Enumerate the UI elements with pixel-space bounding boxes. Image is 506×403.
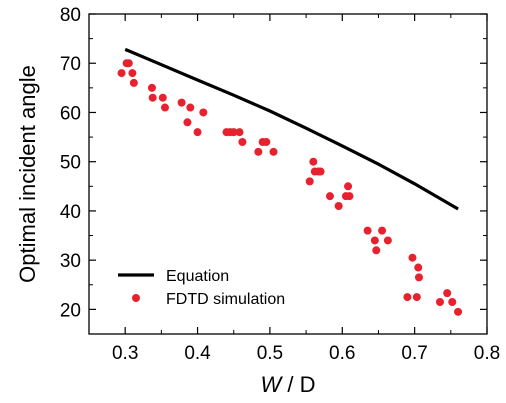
data-point-fdtd <box>408 254 416 262</box>
data-point-fdtd <box>159 94 167 102</box>
data-point-fdtd <box>403 293 411 301</box>
data-point-fdtd <box>436 298 444 306</box>
data-point-fdtd <box>378 227 386 235</box>
x-axis-title: W / D <box>261 372 316 397</box>
x-tick-label: 0.7 <box>401 343 427 364</box>
x-axis: 0.3 0.4 0.5 0.6 0.7 0.8 <box>89 14 500 364</box>
x-tick-label: 0.3 <box>112 343 138 364</box>
data-point-fdtd <box>148 84 156 92</box>
y-tick-label: 30 <box>60 251 81 272</box>
y-tick-label: 20 <box>60 300 81 321</box>
x-tick-label: 0.5 <box>257 343 283 364</box>
data-point-fdtd <box>128 69 136 77</box>
data-point-fdtd <box>413 293 421 301</box>
y-tick-label: 40 <box>60 202 81 223</box>
data-point-fdtd <box>178 99 186 107</box>
data-point-fdtd <box>448 298 456 306</box>
data-point-fdtd <box>414 264 422 272</box>
data-point-fdtd <box>371 236 379 244</box>
y-tick-label: 60 <box>60 103 81 124</box>
data-point-fdtd <box>130 79 138 87</box>
data-point-fdtd <box>326 192 334 200</box>
data-point-fdtd <box>317 168 325 176</box>
x-axis-title-italic: W <box>261 372 284 397</box>
y-tick-label: 80 <box>60 5 81 26</box>
legend-label: Equation <box>166 268 229 285</box>
data-point-fdtd <box>344 182 352 190</box>
data-point-fdtd <box>372 246 380 254</box>
data-point-fdtd <box>262 138 270 146</box>
plot-frame-group <box>89 14 487 334</box>
data-point-fdtd <box>384 236 392 244</box>
data-point-fdtd <box>454 308 462 316</box>
data-point-fdtd <box>118 69 126 77</box>
y-tick-label: 70 <box>60 54 81 75</box>
data-point-fdtd <box>186 104 194 112</box>
data-point-fdtd <box>443 289 451 297</box>
data-point-fdtd <box>125 59 133 67</box>
legend-dot-marker <box>132 294 140 302</box>
data-point-fdtd <box>238 138 246 146</box>
legend-label: FDTD simulation <box>166 291 285 308</box>
data-point-fdtd <box>306 177 314 185</box>
data-point-fdtd <box>199 108 207 116</box>
data-point-fdtd <box>364 227 372 235</box>
data-point-fdtd <box>335 202 343 210</box>
data-point-fdtd <box>346 192 354 200</box>
x-axis-title-rest: / D <box>281 372 315 397</box>
data-point-fdtd <box>194 128 202 136</box>
data-point-fdtd <box>254 148 262 156</box>
y-axis-title: Optimal incident angle <box>15 65 40 283</box>
data-point-fdtd <box>415 273 423 281</box>
data-point-fdtd <box>149 94 157 102</box>
x-tick-label: 0.6 <box>329 343 355 364</box>
x-tick-label: 0.4 <box>184 343 211 364</box>
x-tick-label: 0.8 <box>474 343 500 364</box>
data-point-fdtd <box>161 104 169 112</box>
legend: Equation FDTD simulation <box>118 268 285 308</box>
y-tick-label: 50 <box>60 153 81 174</box>
plot-frame <box>89 14 487 334</box>
data-point-fdtd <box>270 148 278 156</box>
data-point-fdtd <box>183 118 191 126</box>
data-point-fdtd <box>309 158 317 166</box>
data-point-fdtd <box>236 128 244 136</box>
series-line-equation <box>125 49 458 209</box>
